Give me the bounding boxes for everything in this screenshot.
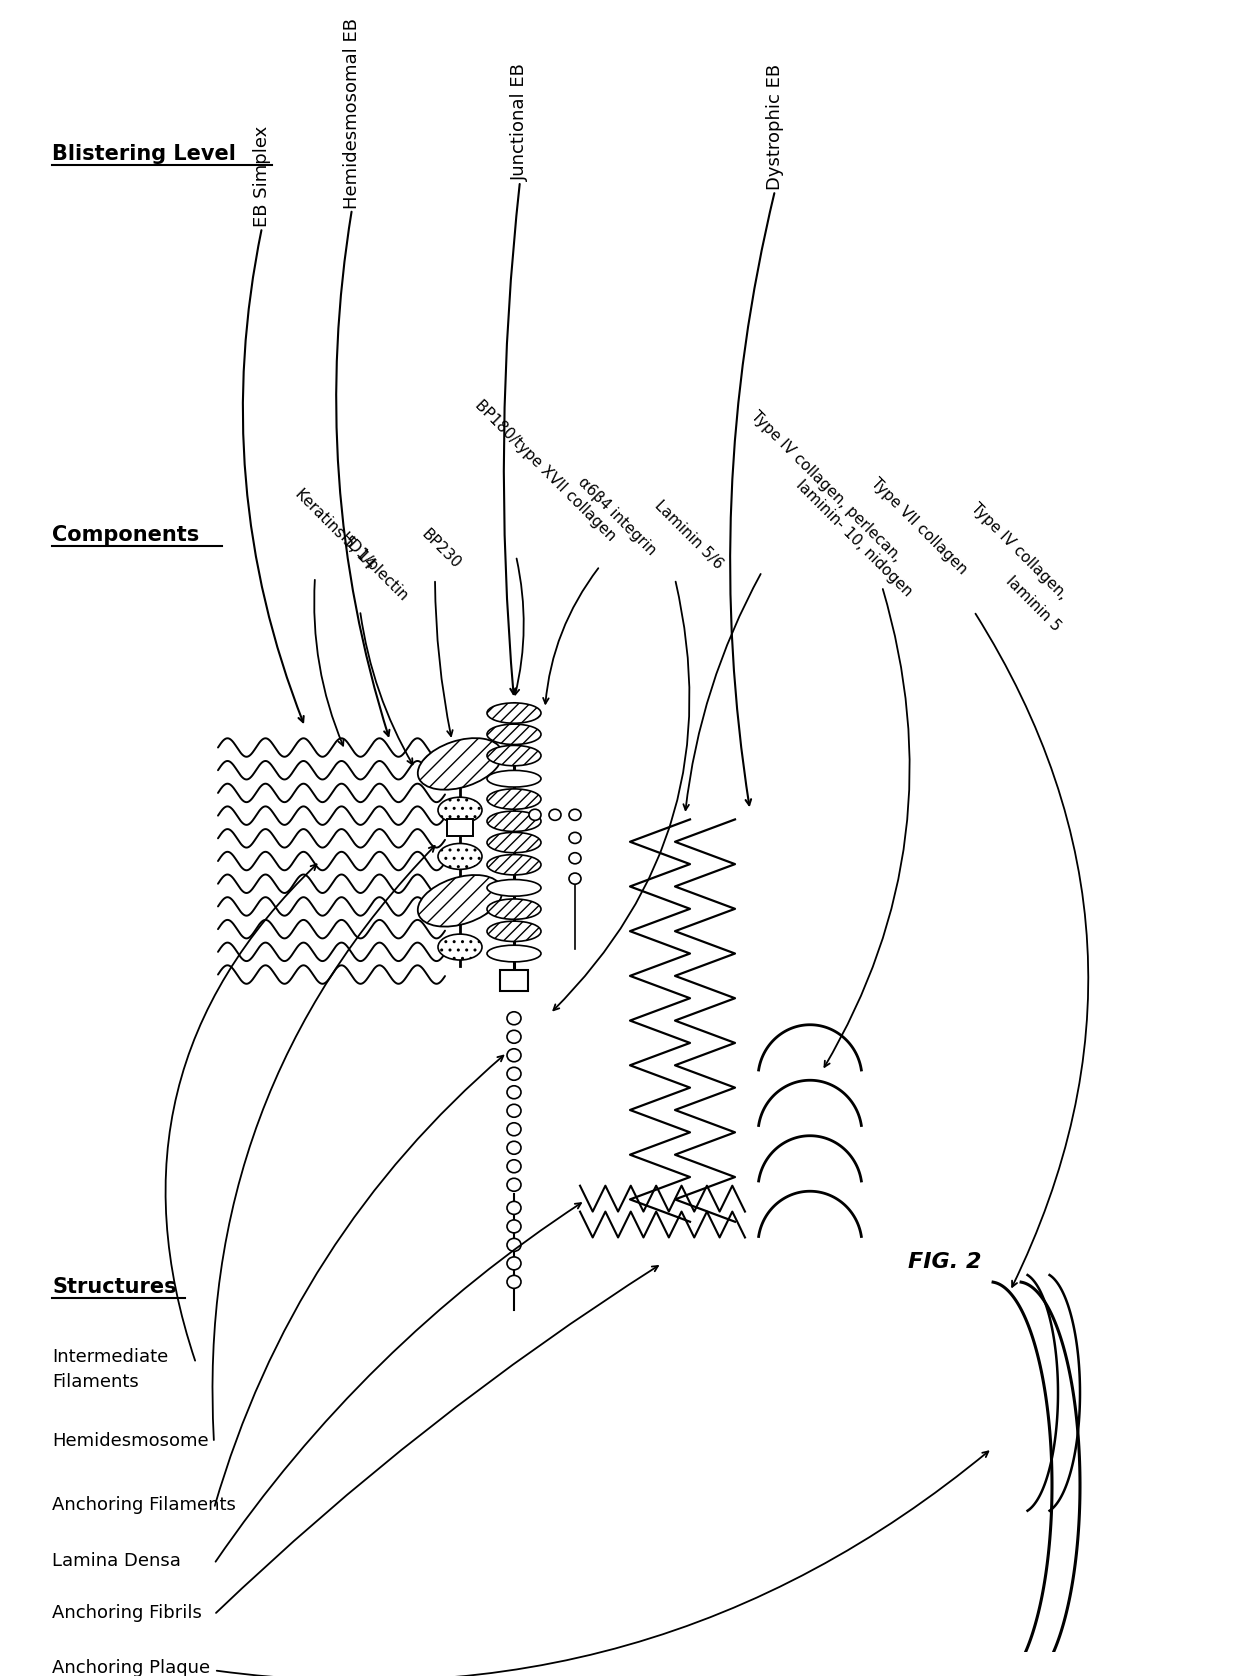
Text: Laminin 5/6: Laminin 5/6 bbox=[652, 498, 727, 572]
Circle shape bbox=[507, 1031, 521, 1042]
Text: Junctional EB: Junctional EB bbox=[511, 64, 529, 181]
Text: Type VII collagen: Type VII collagen bbox=[868, 476, 970, 577]
Ellipse shape bbox=[487, 789, 541, 810]
Ellipse shape bbox=[438, 798, 482, 823]
Text: laminin 5: laminin 5 bbox=[1003, 573, 1064, 635]
Bar bbox=[446, 820, 472, 836]
Ellipse shape bbox=[487, 702, 541, 724]
Ellipse shape bbox=[418, 737, 502, 789]
Ellipse shape bbox=[418, 875, 502, 927]
Text: Blistering Level: Blistering Level bbox=[52, 144, 236, 164]
Text: Type IV collagen, perlecan,: Type IV collagen, perlecan, bbox=[748, 409, 904, 565]
Circle shape bbox=[569, 810, 582, 820]
Circle shape bbox=[569, 873, 582, 885]
Text: Hemidesmosomal EB: Hemidesmosomal EB bbox=[343, 18, 361, 210]
Text: Type IV collagen,: Type IV collagen, bbox=[968, 499, 1070, 602]
Circle shape bbox=[507, 1275, 521, 1289]
Text: Filaments: Filaments bbox=[52, 1373, 139, 1391]
Circle shape bbox=[507, 1178, 521, 1192]
Text: laminin- 10, nidogen: laminin- 10, nidogen bbox=[794, 478, 915, 600]
Circle shape bbox=[507, 1160, 521, 1173]
Text: Structures: Structures bbox=[52, 1277, 176, 1297]
Circle shape bbox=[507, 1012, 521, 1024]
Circle shape bbox=[507, 1220, 521, 1234]
Circle shape bbox=[569, 833, 582, 843]
Text: Hemidesmosome: Hemidesmosome bbox=[52, 1431, 208, 1450]
Ellipse shape bbox=[487, 771, 541, 788]
Text: α6β4 integrin: α6β4 integrin bbox=[575, 474, 658, 558]
Text: HD1/plectin: HD1/plectin bbox=[336, 531, 410, 605]
Text: Components: Components bbox=[52, 525, 200, 545]
Ellipse shape bbox=[487, 855, 541, 875]
Circle shape bbox=[569, 853, 582, 863]
Circle shape bbox=[507, 1123, 521, 1136]
Ellipse shape bbox=[487, 945, 541, 962]
Text: EB Simplex: EB Simplex bbox=[253, 126, 272, 228]
Text: Anchoring Fibrils: Anchoring Fibrils bbox=[52, 1604, 202, 1622]
Text: Intermediate: Intermediate bbox=[52, 1349, 169, 1366]
Circle shape bbox=[507, 1068, 521, 1081]
Ellipse shape bbox=[487, 746, 541, 766]
Bar bbox=[500, 970, 528, 991]
Ellipse shape bbox=[487, 922, 541, 942]
Ellipse shape bbox=[438, 843, 482, 870]
Circle shape bbox=[507, 1104, 521, 1118]
Ellipse shape bbox=[438, 934, 482, 960]
Circle shape bbox=[507, 1239, 521, 1252]
Text: BP230: BP230 bbox=[418, 526, 463, 572]
Circle shape bbox=[507, 1257, 521, 1270]
Ellipse shape bbox=[487, 898, 541, 920]
Circle shape bbox=[549, 810, 560, 820]
Ellipse shape bbox=[487, 724, 541, 744]
Ellipse shape bbox=[487, 833, 541, 853]
Text: FIG. 2: FIG. 2 bbox=[908, 1252, 982, 1272]
Ellipse shape bbox=[487, 811, 541, 831]
Circle shape bbox=[507, 1141, 521, 1155]
Text: Anchoring Filaments: Anchoring Filaments bbox=[52, 1497, 236, 1515]
Text: Dystrophic EB: Dystrophic EB bbox=[766, 64, 784, 191]
Text: Keratins 5, 14: Keratins 5, 14 bbox=[291, 486, 377, 572]
Circle shape bbox=[507, 1086, 521, 1099]
Text: Anchoring Plaque: Anchoring Plaque bbox=[52, 1659, 210, 1676]
Circle shape bbox=[507, 1049, 521, 1061]
Text: Lamina Densa: Lamina Densa bbox=[52, 1552, 181, 1570]
Circle shape bbox=[507, 1202, 521, 1215]
Circle shape bbox=[529, 810, 541, 820]
Ellipse shape bbox=[487, 880, 541, 897]
Text: BP180/type XVII collagen: BP180/type XVII collagen bbox=[472, 397, 619, 543]
